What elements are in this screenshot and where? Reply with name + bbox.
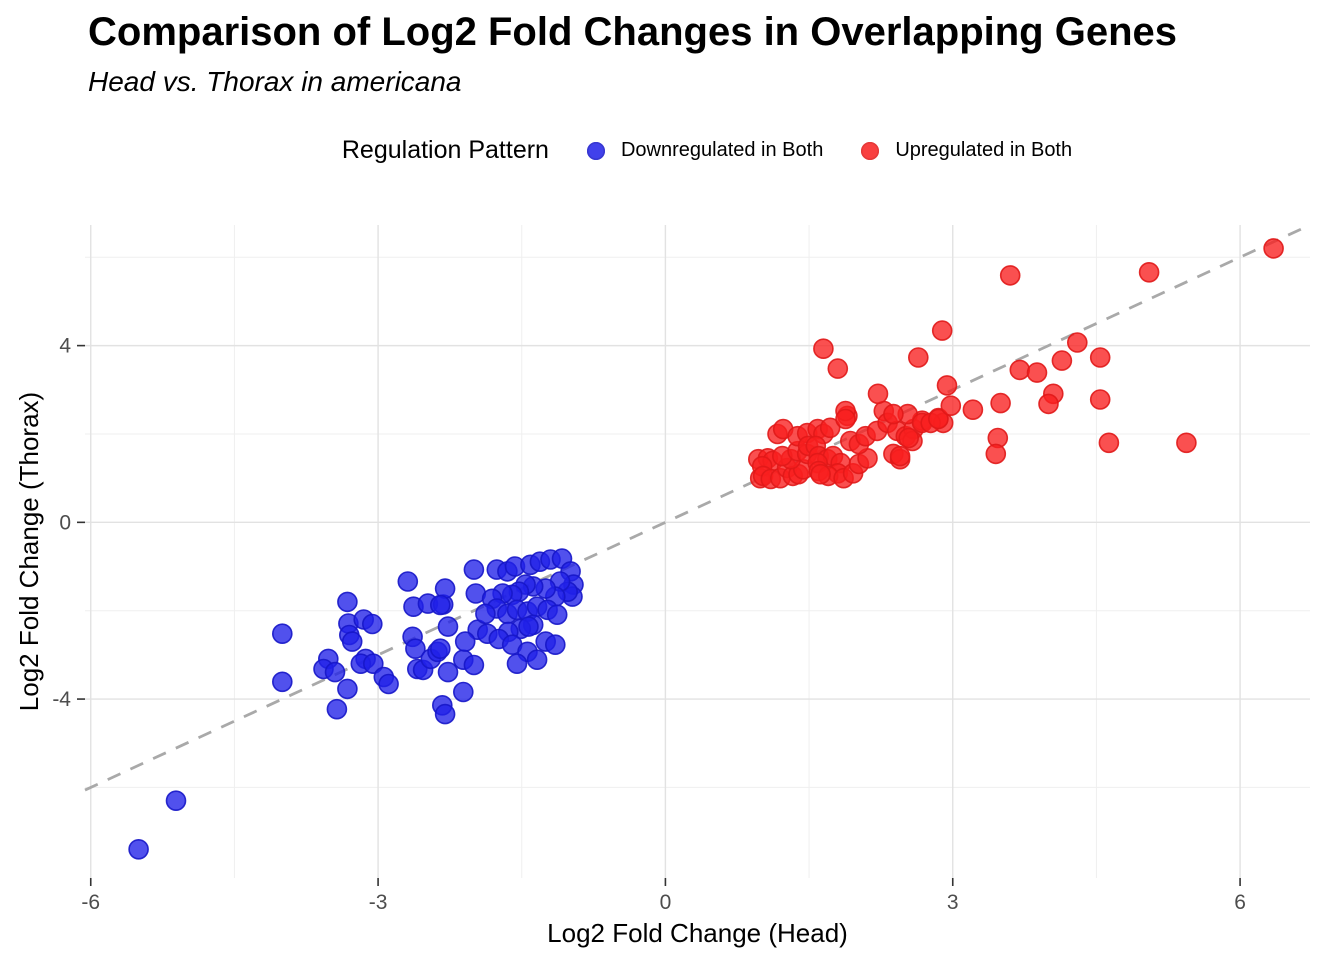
scatter-point — [405, 638, 426, 660]
x-tick-label: -6 — [81, 891, 100, 914]
scatter-point — [835, 408, 856, 430]
scatter-point — [1138, 261, 1160, 283]
legend-title: Regulation Pattern — [341, 136, 549, 164]
x-tick-label: -3 — [369, 891, 388, 914]
legend-item-downregulated: Downregulated in Both — [586, 139, 824, 162]
scatter-point — [324, 661, 346, 683]
scatter-point — [827, 358, 849, 379]
scatter-point — [518, 616, 539, 637]
scatter-point — [889, 445, 911, 467]
scatter-point — [337, 678, 358, 700]
scatter-point — [907, 347, 929, 368]
scatter-point — [936, 375, 958, 396]
scatter-point — [429, 594, 451, 616]
scatter-point — [990, 392, 1011, 414]
legend-swatch-red-icon — [861, 141, 880, 160]
scatter-point — [883, 403, 904, 425]
scatter-point — [867, 383, 889, 405]
scatter-point — [1067, 332, 1088, 353]
legend-item-upregulated: Upregulated in Both — [861, 139, 1072, 162]
scatter-point — [271, 671, 293, 693]
scatter-point — [928, 408, 949, 430]
scatter-point — [397, 571, 419, 592]
legend-item-label: Upregulated in Both — [895, 139, 1073, 161]
scatter-point — [463, 559, 485, 580]
chart-subtitle: Head vs. Thorax in americana — [88, 66, 462, 97]
scatter-point — [362, 653, 384, 675]
x-tick-label: 3 — [947, 891, 959, 914]
scatter-point — [454, 631, 476, 652]
scatter-point — [985, 443, 1007, 465]
scatter-point — [1038, 393, 1059, 415]
x-tick-label: 6 — [1234, 891, 1246, 914]
scatter-point — [165, 790, 187, 812]
legend-item-label: Downregulated in Both — [620, 139, 824, 161]
scatter-point — [378, 673, 399, 695]
identity-dashed-line — [84, 223, 1311, 792]
scatter-point — [999, 265, 1021, 286]
scatter-point — [813, 338, 834, 360]
y-tick-label: -4 — [52, 688, 71, 711]
scatter-point — [128, 838, 149, 860]
scatter-point — [1026, 362, 1048, 383]
scatter-point — [271, 623, 293, 645]
chart-title: Comparison of Log2 Fold Changes in Overl… — [88, 10, 1178, 54]
scatter-point — [437, 616, 459, 637]
y-tick-label: 0 — [59, 511, 71, 534]
scatter-point — [361, 613, 383, 635]
scatter-point — [526, 649, 548, 671]
scatter-point — [1098, 432, 1120, 454]
scatter-point — [546, 604, 568, 626]
scatter-point — [341, 631, 363, 652]
scatter-point — [544, 634, 566, 656]
scatter-point — [475, 603, 496, 625]
scatter-point — [326, 698, 348, 720]
scatter-point — [1009, 359, 1031, 381]
y-axis-title: Log2 Fold Change (Thorax) — [14, 392, 44, 711]
scatter-point — [1263, 238, 1284, 259]
scatter-point — [819, 417, 841, 439]
scatter-point — [1176, 432, 1197, 454]
scatter-point — [1051, 350, 1073, 371]
scatter-point — [898, 427, 920, 449]
scatter-point — [452, 681, 474, 703]
x-tick-label: 0 — [660, 891, 672, 914]
scatter-point — [810, 463, 831, 485]
scatter-point — [506, 653, 528, 675]
y-tick-label: 4 — [59, 335, 71, 358]
scatter-point — [434, 703, 456, 725]
scatter-point — [1089, 347, 1111, 368]
scatter-point — [931, 320, 953, 341]
x-axis-title: Log2 Fold Change (Head) — [547, 918, 848, 948]
scatter-point — [1089, 389, 1111, 410]
scatter-point — [437, 661, 459, 683]
scatter-point — [962, 399, 984, 421]
scatter-point — [463, 654, 485, 676]
scatter-point — [940, 395, 962, 417]
scatter-point — [337, 591, 358, 613]
scatter-point — [429, 638, 451, 660]
legend: Regulation Pattern Downregulated in Both… — [0, 136, 1344, 165]
legend-swatch-blue-icon — [586, 141, 605, 160]
